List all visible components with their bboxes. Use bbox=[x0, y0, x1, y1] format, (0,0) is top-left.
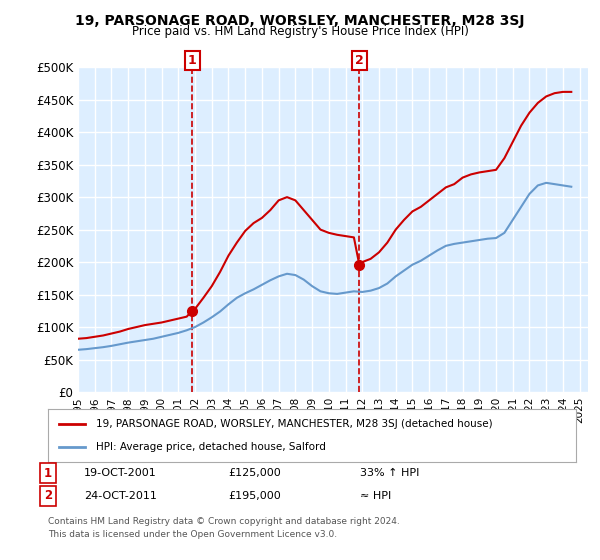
Text: 19, PARSONAGE ROAD, WORSLEY, MANCHESTER, M28 3SJ (detached house): 19, PARSONAGE ROAD, WORSLEY, MANCHESTER,… bbox=[95, 419, 492, 429]
Text: 2: 2 bbox=[44, 489, 52, 502]
Text: This data is licensed under the Open Government Licence v3.0.: This data is licensed under the Open Gov… bbox=[48, 530, 337, 539]
Text: 33% ↑ HPI: 33% ↑ HPI bbox=[360, 468, 419, 478]
Text: Price paid vs. HM Land Registry's House Price Index (HPI): Price paid vs. HM Land Registry's House … bbox=[131, 25, 469, 38]
Text: ≈ HPI: ≈ HPI bbox=[360, 491, 391, 501]
Text: HPI: Average price, detached house, Salford: HPI: Average price, detached house, Salf… bbox=[95, 442, 325, 452]
Text: 19-OCT-2001: 19-OCT-2001 bbox=[84, 468, 157, 478]
Text: 19, PARSONAGE ROAD, WORSLEY, MANCHESTER, M28 3SJ: 19, PARSONAGE ROAD, WORSLEY, MANCHESTER,… bbox=[75, 14, 525, 28]
Text: 1: 1 bbox=[188, 54, 197, 67]
Text: £125,000: £125,000 bbox=[228, 468, 281, 478]
Text: 2: 2 bbox=[355, 54, 364, 67]
Text: 24-OCT-2011: 24-OCT-2011 bbox=[84, 491, 157, 501]
Text: Contains HM Land Registry data © Crown copyright and database right 2024.: Contains HM Land Registry data © Crown c… bbox=[48, 517, 400, 526]
Text: 1: 1 bbox=[44, 466, 52, 480]
Text: £195,000: £195,000 bbox=[228, 491, 281, 501]
